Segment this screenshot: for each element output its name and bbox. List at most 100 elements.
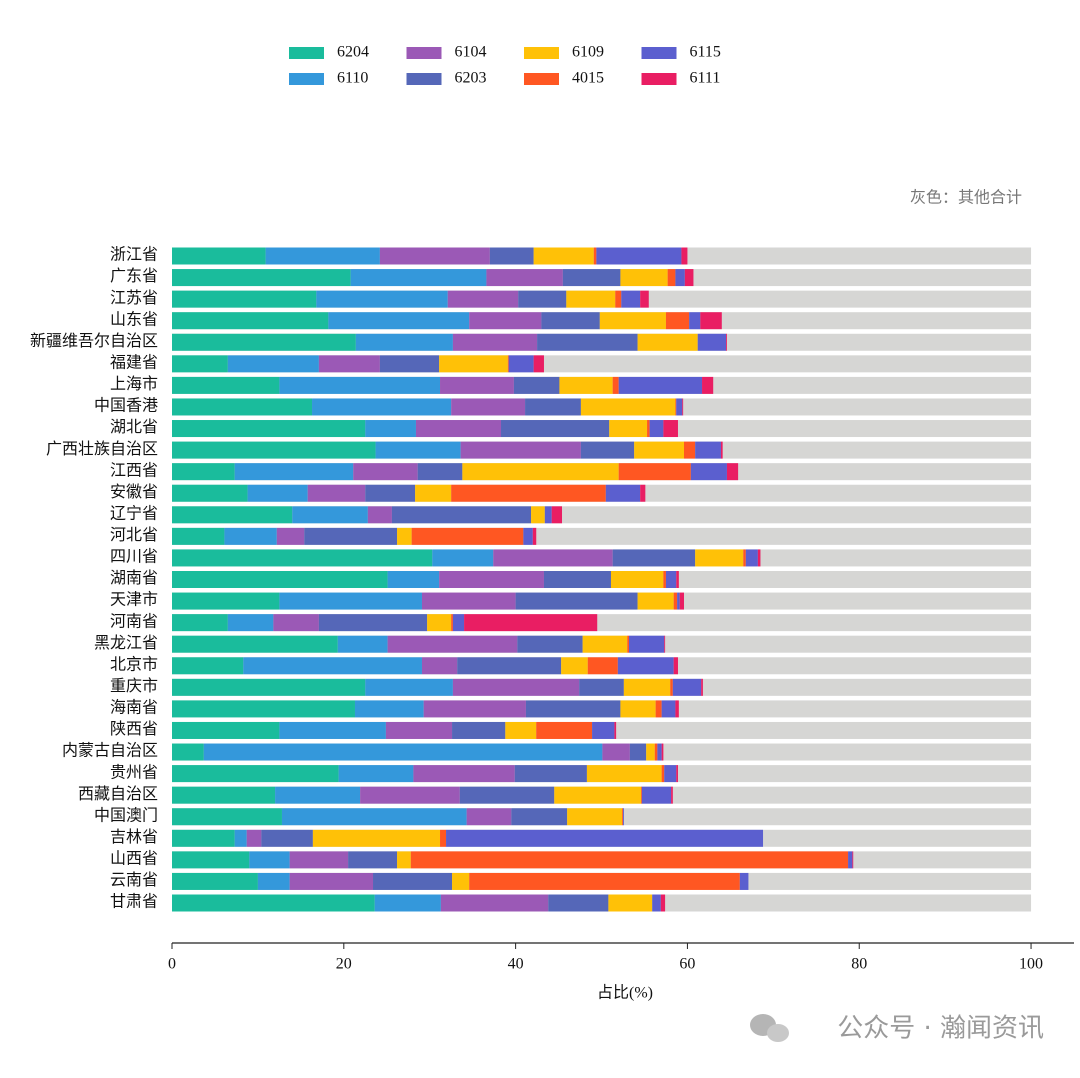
bar-segment xyxy=(172,571,388,588)
bar-segment xyxy=(608,894,653,912)
bar-segment xyxy=(664,765,677,783)
bar-segment xyxy=(367,506,392,524)
bar-segment xyxy=(365,484,416,502)
bar-segment xyxy=(446,829,764,847)
bar-segment xyxy=(655,700,662,718)
bar-segment xyxy=(265,247,380,265)
bar-segment xyxy=(172,398,313,416)
bar-segment xyxy=(462,463,619,481)
bar-segment xyxy=(172,894,375,912)
bar-segment xyxy=(620,700,656,718)
bar-segment xyxy=(457,657,562,675)
bar-segment xyxy=(587,657,618,675)
y-tick-label: 广西壮族自治区 xyxy=(46,440,158,458)
bar-segment xyxy=(172,700,355,718)
bar-segment xyxy=(621,290,641,308)
legend-swatch xyxy=(289,73,324,85)
bar-segment xyxy=(517,635,583,653)
y-tick-label: 天津市 xyxy=(110,591,158,609)
bar-segment xyxy=(676,571,679,588)
watermark: 公众号 · 瀚闻资讯 xyxy=(837,1014,1044,1044)
bar-segment xyxy=(227,355,319,373)
bar-segment xyxy=(307,484,366,502)
bar-segment xyxy=(379,247,490,265)
bar-segment xyxy=(172,765,339,783)
bar-segment xyxy=(629,743,647,761)
bar-segment xyxy=(348,851,398,869)
bar-segment xyxy=(675,269,685,287)
bar-segment xyxy=(439,355,508,373)
bar-segment xyxy=(615,290,622,308)
bar-segment xyxy=(541,312,600,330)
bar-segment xyxy=(227,614,274,632)
bar-segment xyxy=(525,398,581,416)
bar-segment xyxy=(664,635,666,653)
bar-segment xyxy=(375,441,461,459)
bar-segment xyxy=(224,527,277,545)
y-tick-label: 湖南省 xyxy=(110,569,158,587)
bar-segment xyxy=(486,269,563,287)
bar-segment xyxy=(593,247,597,265)
bar-segment xyxy=(673,592,678,610)
bar-segment xyxy=(676,398,683,416)
bar-segment xyxy=(413,765,515,783)
bar-segment xyxy=(440,376,514,394)
bar-segment xyxy=(172,506,293,524)
bar-segment xyxy=(689,312,701,330)
bar-segment xyxy=(695,549,744,567)
bar-segment xyxy=(246,829,262,847)
bar-segment xyxy=(702,376,714,394)
bar-segment xyxy=(667,269,676,287)
bar-segment xyxy=(695,441,721,459)
bar-segment xyxy=(460,441,581,459)
bar-segment xyxy=(548,894,609,912)
bar-segment xyxy=(172,333,356,351)
bar-segment xyxy=(172,678,366,696)
y-tick-label: 四川省 xyxy=(110,548,158,566)
bar-segment xyxy=(532,527,537,545)
bar-segment xyxy=(234,829,247,847)
bar-segment xyxy=(634,441,684,459)
annotation: 灰色：其他合计 xyxy=(910,189,1022,207)
bar-segment xyxy=(646,743,655,761)
bar-segment xyxy=(489,247,534,265)
bar-segment xyxy=(172,872,258,890)
bar-segment xyxy=(654,743,658,761)
bar-segment xyxy=(661,743,664,761)
legend-swatch xyxy=(524,47,559,59)
bar-segment xyxy=(276,527,305,545)
legend-swatch xyxy=(406,73,442,85)
bar-segment xyxy=(757,549,761,567)
bar-segment xyxy=(514,765,587,783)
bar-segment xyxy=(415,420,502,438)
bar-segment xyxy=(672,678,702,696)
y-tick-label: 上海市 xyxy=(110,375,158,393)
legend-label: 6110 xyxy=(337,70,368,87)
bar-segment xyxy=(172,592,280,610)
y-tick-label: 北京市 xyxy=(110,655,158,673)
bar-segment xyxy=(513,376,560,394)
bar-segment xyxy=(279,592,422,610)
y-tick-label: 河南省 xyxy=(110,612,158,630)
bar-segment xyxy=(353,463,418,481)
bar-segment xyxy=(452,333,538,351)
y-tick-label: 内蒙古自治区 xyxy=(62,742,158,760)
bar-segment xyxy=(397,851,411,869)
bar-segment xyxy=(675,700,679,718)
bar-segment xyxy=(649,420,664,438)
bar-segment xyxy=(373,872,453,890)
bar-segment xyxy=(623,808,624,826)
bar-segment xyxy=(647,420,650,438)
legend-label: 6203 xyxy=(455,70,487,87)
bar-segment xyxy=(279,376,441,394)
bar-segment xyxy=(172,269,351,287)
bar-segment xyxy=(243,657,422,675)
bar-segment xyxy=(452,872,470,890)
bar-segment xyxy=(663,571,666,588)
bar-segment xyxy=(670,678,673,696)
x-tick-label: 0 xyxy=(168,956,176,973)
bar-segment xyxy=(501,420,610,438)
bar-segment xyxy=(739,872,749,890)
bar-segment xyxy=(620,269,668,287)
